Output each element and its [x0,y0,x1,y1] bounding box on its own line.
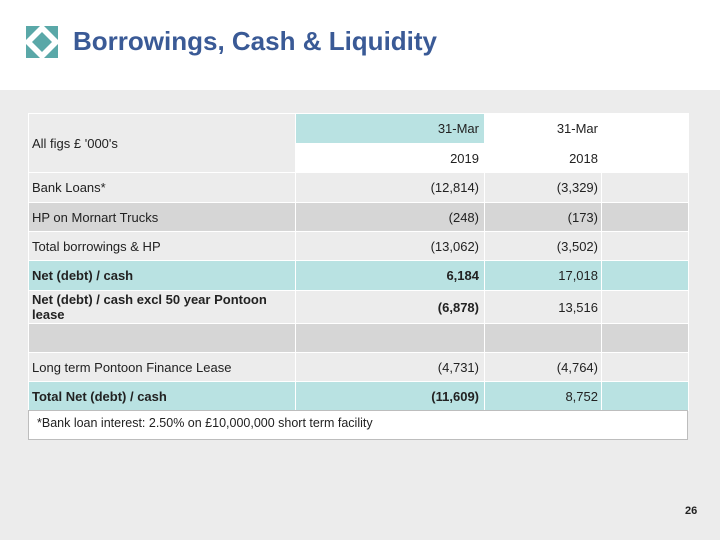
table-header-row-year: 2019 2018 [29,143,689,173]
row-label: Bank Loans* [28,172,296,203]
value-2019: (13,062) [295,231,485,261]
units-label: All figs £ '000's [28,113,296,173]
table-row: Net (debt) / cash excl 50 year Pontoon l… [28,290,689,324]
spacer-cell [601,172,689,203]
value-2019: (4,731) [295,352,485,382]
value-2018: (3,502) [484,231,602,261]
value-2018: (3,329) [484,172,602,203]
table-row: Total Net (debt) / cash (11,609) 8,752 [28,381,689,411]
spacer-cell [601,202,689,232]
row-label: HP on Mornart Trucks [28,202,296,232]
table-row-empty [28,323,689,353]
spacer-cell [601,143,689,173]
value-2019: (12,814) [295,172,485,203]
value-2018: (4,764) [484,352,602,382]
value-2018: 8,752 [484,381,602,411]
col-2018-month: 31-Mar [484,113,602,144]
footnote-box: *Bank loan interest: 2.50% on £10,000,00… [28,410,688,440]
value-2019: (248) [295,202,485,232]
value-2019 [295,323,485,353]
table-header-row-month: All figs £ '000's 31-Mar 31-Mar [28,113,689,173]
row-label: Net (debt) / cash [28,260,296,291]
borrowings-table: All figs £ '000's 31-Mar 31-Mar 2019 201… [28,113,689,411]
row-label: Total Net (debt) / cash [28,381,296,411]
row-label: Net (debt) / cash excl 50 year Pontoon l… [28,290,296,324]
spacer-cell [601,231,689,261]
value-2018: 13,516 [484,290,602,324]
table-row: Long term Pontoon Finance Lease (4,731) … [28,352,689,382]
table-row: Net (debt) / cash 6,184 17,018 [28,260,689,291]
table-row: Total borrowings & HP (13,062) (3,502) [28,231,689,261]
row-label [28,323,296,353]
spacer-cell [601,290,689,324]
spacer-cell [601,260,689,291]
col-2018-year: 2018 [484,143,602,173]
row-label: Total borrowings & HP [28,231,296,261]
spacer-cell [601,352,689,382]
table-row: Bank Loans* (12,814) (3,329) [28,172,689,203]
value-2019: 6,184 [295,260,485,291]
footnote: *Bank loan interest: 2.50% on £10,000,00… [37,416,373,430]
slide-header: Borrowings, Cash & Liquidity [0,0,720,90]
page-title: Borrowings, Cash & Liquidity [73,26,438,56]
value-2018: 17,018 [484,260,602,291]
value-2018 [484,323,602,353]
spacer-cell [601,381,689,411]
value-2019: (11,609) [295,381,485,411]
spacer-cell [601,113,689,144]
page-number: 26 [685,505,698,517]
col-2019-month: 31-Mar [295,113,485,144]
value-2019: (6,878) [295,290,485,324]
value-2018: (173) [484,202,602,232]
row-label: Long term Pontoon Finance Lease [28,352,296,382]
table-row: HP on Mornart Trucks (248) (173) [28,202,689,232]
spacer-cell [601,323,689,353]
col-2019-year: 2019 [295,143,485,173]
diamond-logo-icon [26,26,58,58]
